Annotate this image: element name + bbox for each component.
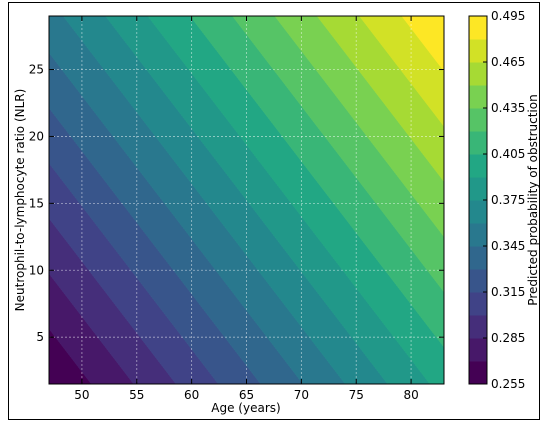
- colorbar-ticks: 0.255 0.285 0.315 0.345 0.375 0.405 0.435 0.465…: [483, 9, 525, 391]
- y-tick-label: 20: [29, 129, 44, 143]
- colorbar-band: [469, 338, 487, 362]
- y-tick-label: 15: [29, 196, 44, 210]
- colorbar-tick-label: 0.375: [491, 193, 525, 207]
- colorbar-tick-label: 0.495: [491, 9, 525, 23]
- contour-chart: 50 55 60 65 70 75 80 5 10 15 20 25 Age (years) Neu…: [13, 9, 539, 415]
- contour-band: [105, 16, 431, 384]
- contour-band: [316, 16, 444, 183]
- contour-band: [274, 16, 444, 238]
- x-axis-ticks: 50 55 60 65 70 75 80: [74, 16, 419, 402]
- contour-fills: [49, 16, 444, 384]
- contour-band: [189, 16, 444, 348]
- colorbar-tick-label: 0.285: [491, 331, 525, 345]
- colorbar-band: [469, 246, 487, 270]
- colorbar-band: [469, 315, 487, 339]
- x-tick-label: 60: [184, 388, 199, 402]
- x-tick-label: 50: [74, 388, 89, 402]
- colorbar-band: [469, 16, 487, 40]
- colorbar-band: [469, 154, 487, 178]
- colorbar-tick-label: 0.255: [491, 377, 525, 391]
- x-tick-label: 55: [129, 388, 144, 402]
- contour-band: [401, 16, 444, 72]
- colorbar: [469, 16, 487, 385]
- y-axis-label: Neutrophil-to-lymphocyte ratio (NLR): [13, 89, 27, 312]
- contour-band: [232, 16, 444, 293]
- colorbar-tick-label: 0.405: [491, 147, 525, 161]
- colorbar-band: [469, 62, 487, 86]
- x-tick-label: 65: [239, 388, 254, 402]
- colorbar-band: [469, 131, 487, 155]
- y-tick-label: 10: [29, 263, 44, 277]
- colorbar-band: [469, 177, 487, 201]
- colorbar-band: [469, 292, 487, 316]
- y-tick-label: 5: [36, 330, 44, 344]
- colorbar-band: [469, 269, 487, 293]
- colorbar-tick-label: 0.345: [491, 239, 525, 253]
- colorbar-tick-label: 0.435: [491, 101, 525, 115]
- contour-band: [62, 16, 388, 384]
- colorbar-band: [469, 108, 487, 132]
- contour-band: [49, 16, 346, 384]
- colorbar-band: [469, 223, 487, 247]
- y-axis-ticks: 5 10 15 20 25: [29, 63, 444, 344]
- colorbar-tick-label: 0.465: [491, 55, 525, 69]
- colorbar-tick-label: 0.315: [491, 285, 525, 299]
- x-tick-label: 80: [403, 388, 418, 402]
- colorbar-band: [469, 85, 487, 109]
- grid-lines: [49, 16, 444, 384]
- x-tick-label: 70: [294, 388, 309, 402]
- y-tick-label: 25: [29, 63, 44, 77]
- x-axis-label: Age (years): [211, 401, 280, 415]
- colorbar-label: Predicted probability of obstruction: [526, 94, 539, 305]
- colorbar-band: [469, 200, 487, 224]
- colorbar-band: [469, 39, 487, 63]
- x-tick-label: 75: [349, 388, 364, 402]
- colorbar-band: [469, 361, 487, 385]
- figure-frame: 50 55 60 65 70 75 80 5 10 15 20 25 Age (years) Neu…: [8, 2, 540, 420]
